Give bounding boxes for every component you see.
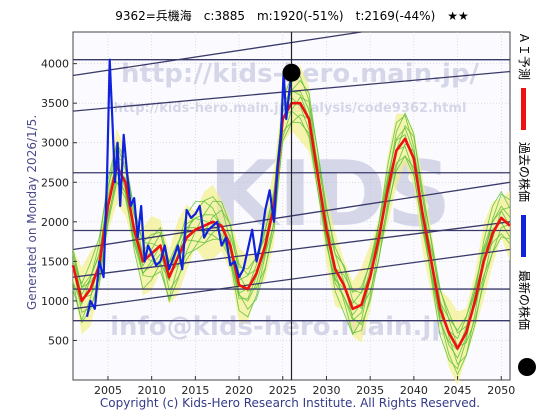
latest-price-marker <box>282 63 301 82</box>
x-tick-label: 2030 <box>312 384 340 397</box>
x-axis: 2005 2010 2015 2020 2025 2030 2035 2040 2045 2050 <box>94 376 515 397</box>
y-tick-label: 1500 <box>41 255 69 268</box>
y-tick-label: 2000 <box>41 216 69 229</box>
x-tick-label: 2040 <box>400 384 428 397</box>
y-tick-label: 500 <box>48 334 69 347</box>
x-tick-label: 2020 <box>225 384 253 397</box>
x-tick-label: 2010 <box>138 384 166 397</box>
y-tick-label: 2500 <box>41 176 69 189</box>
x-tick-label: 2050 <box>487 384 515 397</box>
legend-label-past: 過去の株価 <box>517 142 532 202</box>
trend-line <box>72 31 362 77</box>
legend-swatch-latest <box>518 358 536 376</box>
y-tick-label: 3500 <box>41 97 69 110</box>
past-price-line <box>85 58 293 317</box>
generated-label: Generated on Monday 2026/1/5. <box>25 115 39 310</box>
legend-swatch-past <box>521 215 526 257</box>
y-axis: 500 1000 1500 2000 2500 3000 3500 4000 <box>41 58 77 347</box>
legend-label-latest: 最新の株価 <box>517 270 532 330</box>
legend-label-ai: ＡＩ予測 <box>517 32 531 80</box>
x-tick-label: 2045 <box>444 384 472 397</box>
chart-title: 9362=兵機海 c:3885 m:1920(-51%) t:2169(-44%… <box>115 8 469 23</box>
marker-layer <box>282 32 301 380</box>
y-tick-label: 4000 <box>41 58 69 71</box>
x-tick-label: 2005 <box>94 384 122 397</box>
watermark-mail: info@kids-hero.main.jp <box>110 312 450 342</box>
x-tick-label: 2015 <box>181 384 209 397</box>
legend-swatch-ai <box>521 88 526 130</box>
y-tick-label: 1000 <box>41 295 69 308</box>
y-tick-label: 3000 <box>41 137 69 150</box>
copyright-text: Copyright (c) Kids-Hero Research Institu… <box>100 396 480 410</box>
legend: ＡＩ予測 過去の株価 最新の株価 <box>517 32 536 376</box>
x-tick-label: 2035 <box>356 384 384 397</box>
x-tick-label: 2025 <box>269 384 297 397</box>
